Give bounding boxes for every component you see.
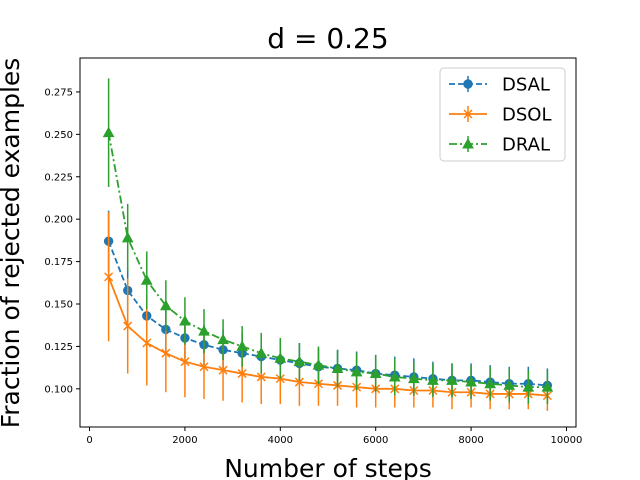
dral-point	[236, 340, 249, 351]
x-axis-label: Number of steps	[224, 454, 432, 480]
x-tick-label: 2000	[172, 435, 197, 446]
legend-item-dsol: DSOL	[449, 105, 551, 126]
y-tick-label: 0.175	[44, 257, 73, 268]
x-tick-label: 8000	[458, 435, 483, 446]
dral-point	[331, 362, 344, 373]
dral-point	[217, 333, 229, 345]
y-axis-label: Fraction of rejected examples	[0, 58, 25, 429]
legend: DSAL DSOL DRAL	[439, 67, 566, 162]
dsol-point	[161, 348, 171, 358]
y-tick-label: 0.250	[44, 130, 73, 141]
legend-label-dsol: DSOL	[502, 105, 551, 126]
dral-point	[255, 347, 268, 358]
dral-point	[541, 381, 554, 392]
dral-point	[484, 377, 497, 389]
x-tick-label: 4000	[268, 435, 293, 446]
chart-title: d = 0.25	[267, 22, 388, 55]
dral-point	[274, 352, 287, 363]
dral-point	[369, 367, 382, 379]
y-tick-label: 0.150	[44, 300, 73, 311]
dsol-point	[218, 365, 228, 375]
legend-box	[439, 67, 566, 162]
dral-point	[102, 126, 115, 138]
dral-point	[293, 355, 306, 367]
legend-marker-dsol	[463, 109, 473, 119]
dsol-line	[107, 276, 548, 397]
legend-item-dral: DRAL	[449, 135, 550, 156]
y-tick-label: 0.100	[44, 384, 73, 395]
dsol-point	[180, 357, 190, 367]
dral-point	[140, 274, 153, 285]
x-tick-label: 10000	[551, 435, 583, 446]
dral-point	[446, 374, 458, 385]
axes-frame	[79, 57, 577, 428]
y-axis-ticks: 0.100 0.125 0.150 0.175 0.200 0.225 0.250 0.275	[44, 87, 80, 395]
x-axis-ticks: 0 2000 4000 6000 8000 10000	[86, 427, 582, 446]
series-layer	[102, 78, 554, 411]
dral-point	[465, 376, 477, 387]
dsol-point	[123, 321, 133, 331]
dral-point	[427, 374, 439, 385]
legend-item-dsal: DSAL	[449, 75, 550, 96]
dral-point	[312, 359, 325, 370]
x-tick-label: 6000	[363, 435, 388, 446]
dsal-line	[107, 240, 548, 387]
dral-point	[159, 299, 172, 311]
y-tick-label: 0.200	[44, 215, 73, 226]
legend-marker-dsal	[463, 79, 473, 89]
dral-point	[121, 231, 134, 243]
dral-point	[503, 379, 516, 390]
legend-label-dsal: DSAL	[502, 75, 550, 96]
dsol-point	[237, 369, 247, 379]
legend-marker-dral	[462, 137, 474, 149]
y-tick-label: 0.225	[44, 172, 73, 183]
dsol-point	[199, 362, 209, 372]
dral-point	[350, 365, 363, 377]
dsol-point	[313, 379, 323, 389]
legend-label-dral: DRAL	[502, 135, 550, 156]
dsol-point	[104, 272, 114, 282]
dral-point	[407, 372, 420, 384]
series-dral	[102, 78, 554, 405]
dral-point	[388, 370, 401, 382]
dsol-point	[142, 338, 152, 348]
dral-point	[179, 314, 191, 326]
y-tick-label: 0.275	[44, 87, 73, 98]
dsol-point	[294, 377, 304, 387]
dsol-point	[256, 372, 266, 382]
x-tick-label: 0	[86, 435, 92, 446]
dral-point	[198, 325, 210, 336]
y-tick-label: 0.125	[44, 342, 73, 353]
dral-point	[522, 381, 535, 392]
